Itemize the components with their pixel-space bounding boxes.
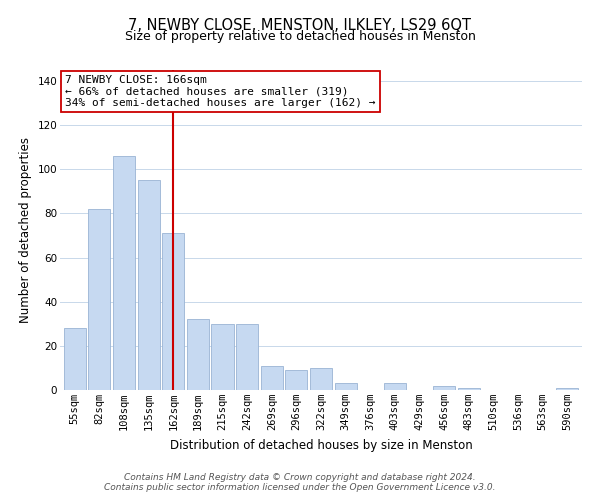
Bar bbox=[433, 386, 455, 390]
Y-axis label: Number of detached properties: Number of detached properties bbox=[19, 137, 32, 323]
Text: Size of property relative to detached houses in Menston: Size of property relative to detached ho… bbox=[125, 30, 475, 43]
Bar bbox=[162, 234, 184, 390]
Bar bbox=[384, 384, 406, 390]
Bar bbox=[335, 384, 357, 390]
Bar bbox=[113, 156, 135, 390]
Bar bbox=[187, 320, 209, 390]
Bar bbox=[260, 366, 283, 390]
Text: 7, NEWBY CLOSE, MENSTON, ILKLEY, LS29 6QT: 7, NEWBY CLOSE, MENSTON, ILKLEY, LS29 6Q… bbox=[128, 18, 472, 32]
Bar bbox=[88, 209, 110, 390]
Bar bbox=[556, 388, 578, 390]
Bar bbox=[64, 328, 86, 390]
Bar bbox=[236, 324, 258, 390]
Text: 7 NEWBY CLOSE: 166sqm
← 66% of detached houses are smaller (319)
34% of semi-det: 7 NEWBY CLOSE: 166sqm ← 66% of detached … bbox=[65, 75, 376, 108]
Bar bbox=[285, 370, 307, 390]
Bar bbox=[458, 388, 480, 390]
Bar bbox=[137, 180, 160, 390]
Bar bbox=[310, 368, 332, 390]
X-axis label: Distribution of detached houses by size in Menston: Distribution of detached houses by size … bbox=[170, 438, 472, 452]
Text: Contains HM Land Registry data © Crown copyright and database right 2024.
Contai: Contains HM Land Registry data © Crown c… bbox=[104, 473, 496, 492]
Bar bbox=[211, 324, 233, 390]
